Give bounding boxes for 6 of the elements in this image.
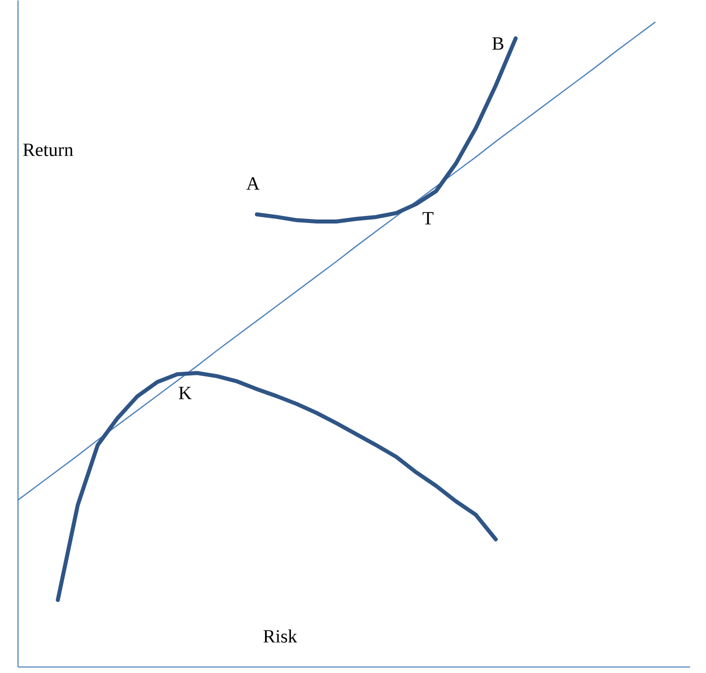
annotation: B [492, 37, 504, 50]
annotation: K [178, 386, 192, 400]
annotation: T [422, 212, 434, 224]
y-axis-title: Return [23, 144, 74, 156]
annotation: A [246, 177, 260, 190]
x-axis-title: Risk [263, 629, 298, 643]
